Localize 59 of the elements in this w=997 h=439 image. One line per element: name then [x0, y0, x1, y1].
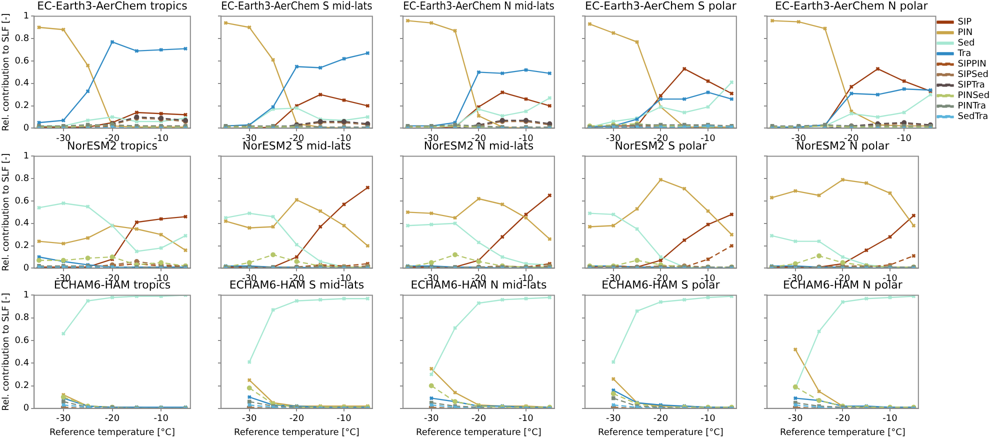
legend-label: PINTra: [958, 102, 986, 112]
x-tick-label: -20: [289, 414, 304, 424]
chart-title: EC-Earth3-AerChem S polar: [585, 0, 737, 12]
x-tick-label: -10: [518, 414, 534, 424]
chart-title: EC-Earth3-AerChem N mid-lats: [403, 0, 554, 13]
y-tick-label: 1: [23, 290, 30, 301]
legend-label: Sed: [958, 38, 975, 49]
chart-title: EC-Earth3-AerChem N polar: [774, 0, 928, 12]
chart-title: EC-Earth3-AerChem S mid-lats: [221, 0, 372, 13]
y-tick-label: 0: [23, 264, 30, 274]
y-axis-title: Rel. contribution to SLF [-]: [2, 13, 12, 132]
x-tick-label: -20: [471, 414, 486, 424]
y-tick-label: 1: [23, 152, 30, 162]
y-tick-label: 0.6: [14, 196, 30, 206]
legend-label: Tra: [956, 49, 972, 60]
y-tick-label: 0.2: [14, 241, 30, 252]
x-tick-label: -10: [896, 134, 912, 144]
legend-label: SIP: [958, 18, 972, 28]
y-tick-label: 0.6: [14, 56, 30, 66]
x-tick-label: -10: [336, 414, 352, 424]
x-axis-title: Reference temperature [°C]: [50, 428, 175, 438]
x-tick-label: -20: [835, 414, 850, 424]
legend-label: PIN: [958, 28, 973, 38]
x-tick-label: -10: [700, 414, 716, 424]
y-tick-label: 0.6: [14, 336, 30, 346]
y-tick-label: 0.8: [14, 313, 30, 324]
x-tick-label: -20: [104, 414, 120, 424]
y-tick-label: 0: [23, 404, 30, 414]
y-tick-label: 0.8: [14, 174, 30, 184]
y-tick-label: 0.4: [14, 218, 30, 229]
y-axis-title: Rel. contribution to SLF [-]: [2, 292, 12, 411]
chart-title: EC-Earth3-AerChem tropics: [37, 0, 188, 12]
x-axis-title: Reference temperature [°C]: [598, 428, 724, 438]
legend-label: SedTra: [958, 112, 988, 122]
x-axis-title: Reference temperature [°C]: [416, 428, 542, 438]
y-tick-label: 1: [23, 12, 30, 22]
x-tick-label: -10: [882, 414, 898, 424]
x-tick-label: -10: [154, 134, 169, 144]
y-axis-title: Rel. contribution to SLF [-]: [2, 153, 12, 272]
y-tick-label: 0.4: [14, 78, 30, 89]
x-tick-label: -30: [424, 414, 440, 424]
x-tick-label: -30: [242, 414, 258, 424]
x-tick-label: -10: [700, 134, 716, 144]
legend-label: SIPTra: [958, 80, 985, 91]
x-tick-label: -20: [653, 414, 668, 424]
x-tick-label: -10: [154, 414, 169, 424]
y-tick-label: 0: [23, 124, 30, 134]
legend-label: SIPSed: [958, 70, 989, 80]
legend-label: SIPPIN: [958, 60, 986, 70]
x-tick-label: -30: [788, 414, 804, 424]
y-tick-label: 0.2: [14, 101, 30, 112]
x-tick-label: -30: [606, 414, 622, 424]
y-tick-label: 0.4: [14, 358, 30, 368]
y-tick-label: 0.8: [14, 34, 30, 44]
legend-label: PINSed: [958, 91, 990, 102]
y-tick-label: 0.2: [14, 381, 30, 392]
x-axis-title: Reference temperature [°C]: [780, 428, 906, 438]
x-tick-label: -30: [56, 414, 72, 424]
x-axis-title: Reference temperature [°C]: [234, 428, 360, 438]
